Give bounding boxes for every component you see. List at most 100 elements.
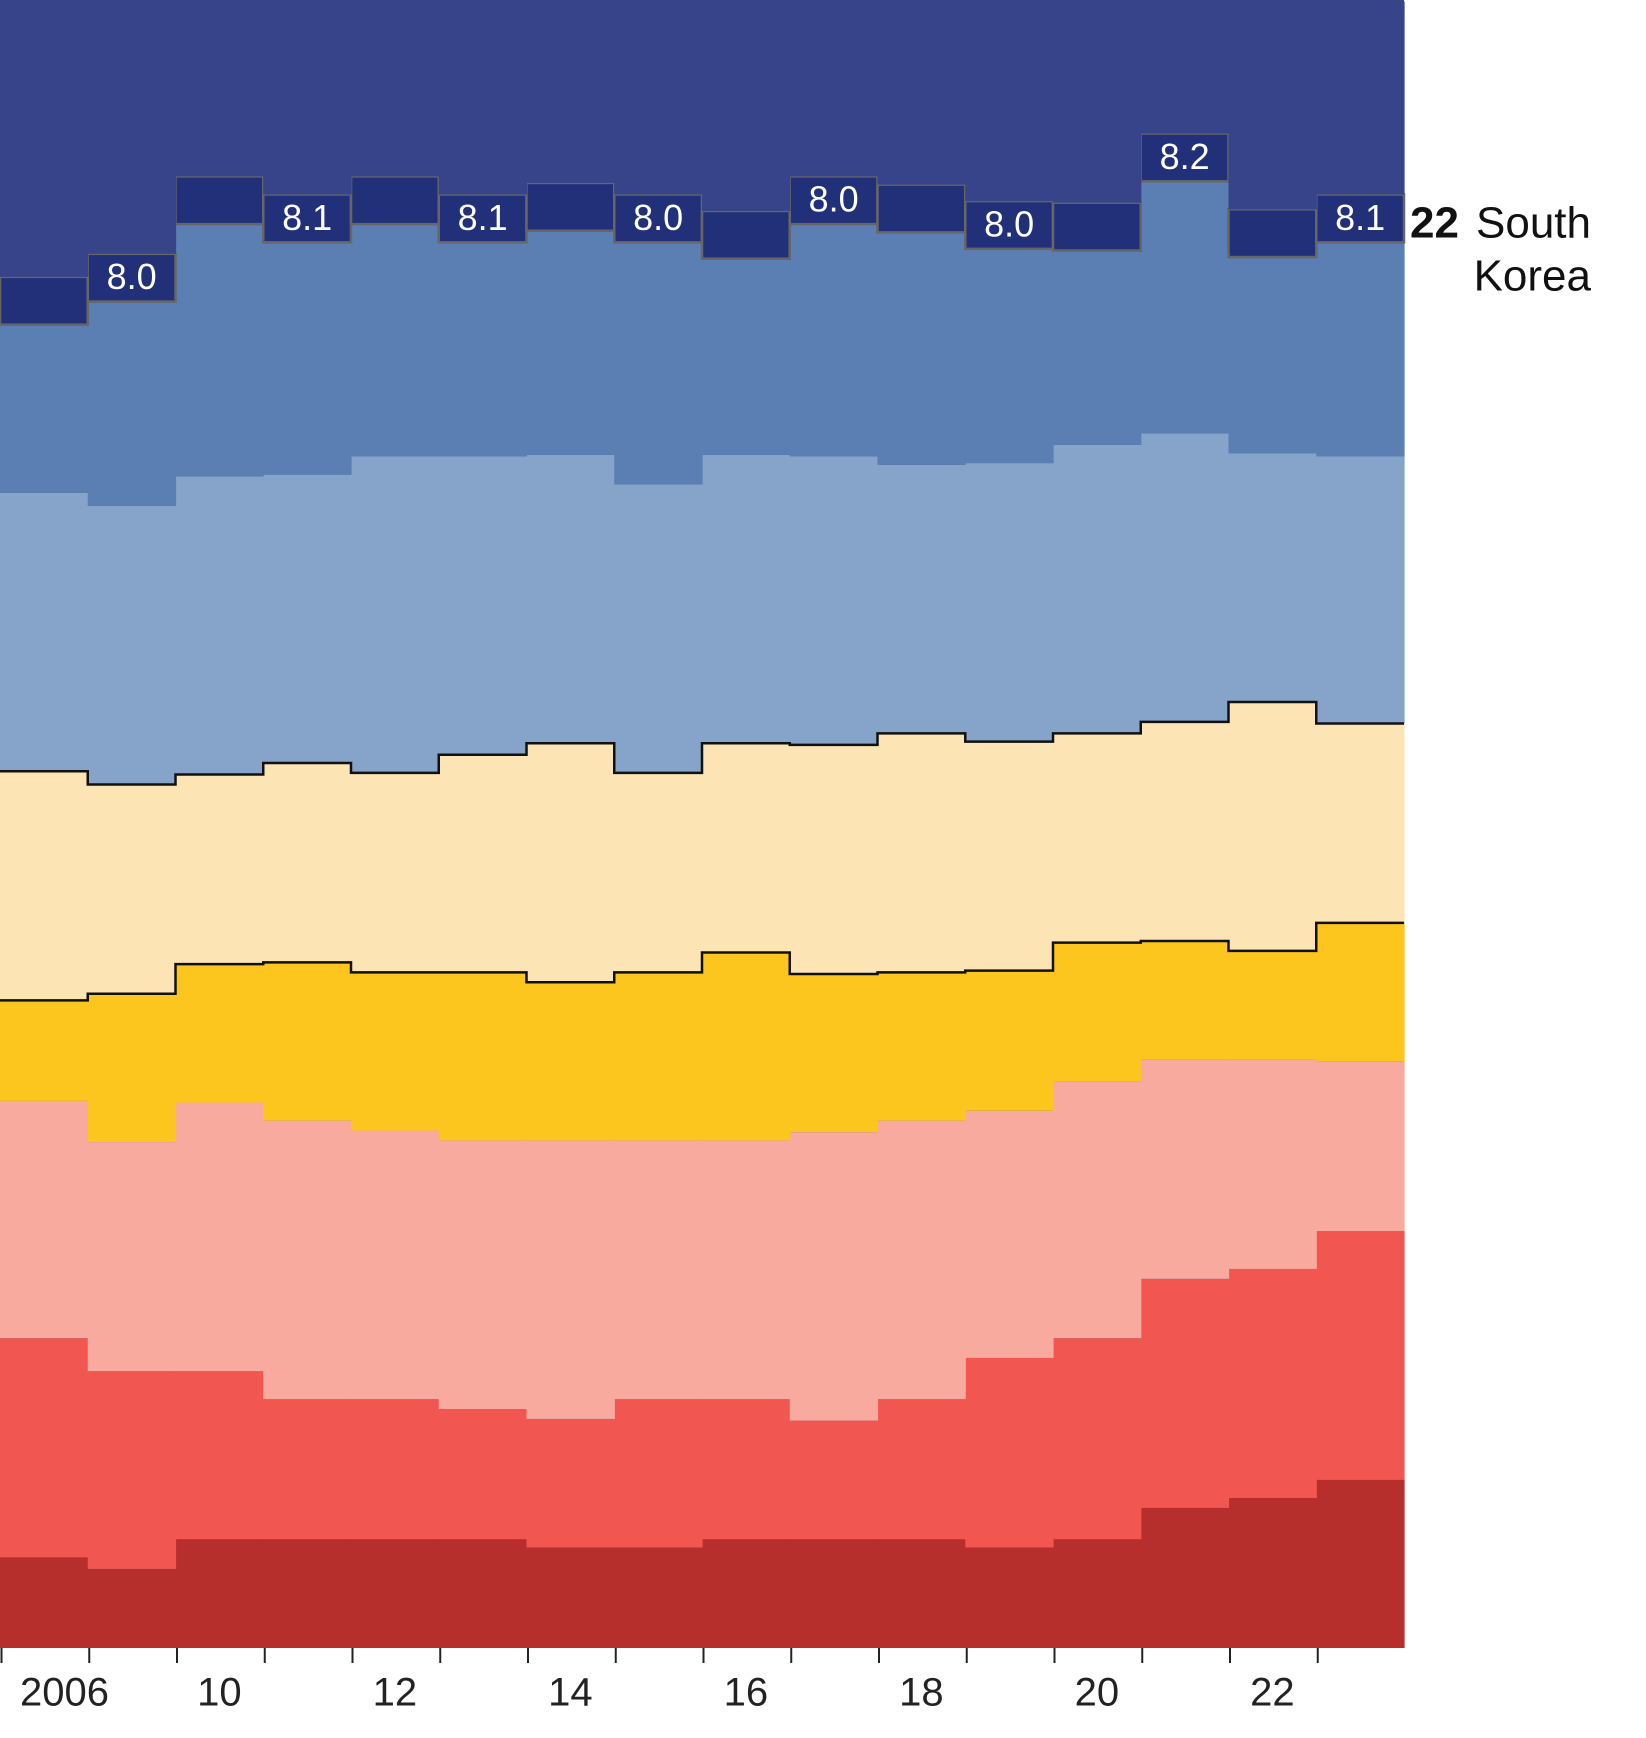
band-segment — [1053, 942, 1142, 1082]
band-segment — [1316, 1, 1405, 195]
band-segment — [1140, 0, 1230, 134]
band-segment — [877, 972, 966, 1121]
band-segment — [526, 982, 615, 1141]
band-segment — [965, 1547, 1054, 1648]
x-tick-label: 16 — [724, 1671, 769, 1715]
band-segment — [965, 1357, 1054, 1548]
band-segment — [351, 456, 440, 773]
band-segment — [175, 1539, 264, 1648]
band-segment — [614, 484, 703, 773]
band-segment — [175, 964, 264, 1103]
band-segment — [175, 1, 264, 177]
band-segment — [87, 301, 177, 506]
band-segment — [1053, 0, 1142, 203]
band-segment — [438, 972, 528, 1141]
band-segment — [1228, 453, 1317, 703]
boundary-line — [0, 921, 1404, 1002]
band-segment — [965, 463, 1054, 742]
band-segment — [789, 973, 879, 1133]
score-label: 8.1 — [458, 197, 508, 238]
band-segment — [789, 456, 879, 745]
score-label: 8.0 — [809, 179, 859, 220]
band-segment — [174, 175, 265, 226]
annotation-label: Korea — [1474, 252, 1592, 301]
x-axis: 2006 10 12 14 16 18 20 22 — [0, 1648, 1319, 1715]
band-segment — [789, 1, 879, 177]
score-label: 8.0 — [633, 197, 683, 238]
band-segment — [1316, 242, 1405, 457]
band-segment — [1316, 723, 1405, 923]
band-segment — [965, 248, 1054, 464]
band-segment — [1228, 1498, 1317, 1648]
band-segment — [0, 771, 89, 1001]
band-segment — [789, 1539, 879, 1648]
band-segment — [1315, 193, 1406, 244]
band-segment — [877, 232, 966, 465]
band-segment — [702, 743, 791, 953]
band-segment — [263, 1539, 352, 1648]
band-segment — [526, 1547, 615, 1648]
band-segment — [1053, 733, 1142, 943]
annotation-rank: 22 — [1410, 199, 1459, 248]
band-segment — [0, 1100, 89, 1339]
band-segment — [1228, 1059, 1317, 1269]
band-segment — [789, 1132, 879, 1421]
band-segment — [263, 763, 352, 963]
band-segment — [351, 1539, 440, 1648]
band-segment — [702, 454, 791, 744]
x-tick-label: 18 — [899, 1671, 944, 1715]
x-tick-label: 14 — [548, 1671, 593, 1715]
band-segment — [349, 175, 440, 226]
x-tick-label: 2006 — [20, 1671, 109, 1715]
band-segment — [1228, 1268, 1317, 1499]
band-segment — [0, 1338, 89, 1558]
band-segment — [1227, 208, 1318, 259]
band-segment — [1140, 941, 1230, 1060]
band-segment — [877, 1399, 966, 1540]
band-segment — [87, 993, 177, 1143]
score-label: 8.2 — [1160, 136, 1210, 177]
band-segment — [614, 1547, 703, 1648]
band-segment — [877, 1, 966, 185]
band-segment — [87, 784, 177, 994]
band-segment — [526, 0, 615, 183]
band-segment — [175, 1102, 264, 1372]
band-segment — [877, 733, 966, 973]
band-segment — [351, 224, 440, 457]
band-segment — [876, 183, 967, 234]
band-segment — [614, 242, 703, 485]
band-segment — [175, 224, 264, 477]
band-segment — [702, 1399, 791, 1540]
band-segment — [1228, 950, 1317, 1060]
band-segment — [87, 1371, 177, 1569]
band-segment — [877, 1120, 966, 1400]
band-segment — [0, 492, 89, 772]
band-segment — [702, 1539, 791, 1648]
band-segment — [175, 774, 264, 965]
band-segment — [351, 1130, 440, 1400]
band-segment — [86, 252, 177, 303]
band-segment — [1316, 456, 1405, 724]
band-segment — [1140, 1059, 1230, 1279]
band-segment — [175, 1371, 264, 1540]
band-segment — [1053, 1338, 1142, 1540]
band-segment — [1316, 1479, 1405, 1648]
band-segment — [351, 972, 440, 1131]
band-segment — [438, 754, 528, 973]
band-segment — [263, 474, 352, 764]
band-segment — [263, 1120, 352, 1400]
band-segment — [877, 464, 966, 734]
band-segment — [1053, 1539, 1142, 1648]
band-segment — [965, 1110, 1054, 1358]
band-segment — [351, 1, 440, 177]
score-label: 8.1 — [282, 197, 332, 238]
band-segment — [438, 1140, 528, 1410]
band-segment — [351, 772, 440, 973]
band-segment — [1053, 444, 1142, 734]
band-segment — [1140, 1278, 1230, 1508]
band-segment — [1140, 1507, 1230, 1648]
score-label: 8.1 — [1335, 197, 1385, 238]
band-segment — [1140, 721, 1230, 942]
band-segment — [351, 1399, 440, 1540]
